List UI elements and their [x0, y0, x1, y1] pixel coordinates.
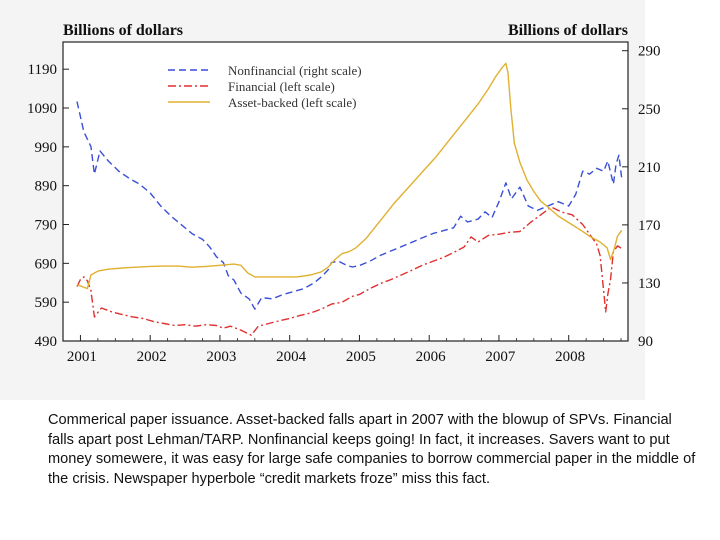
x-tick-label: 2005: [346, 349, 376, 365]
x-tick-label: 2001: [67, 349, 97, 365]
right-tick-label: 130: [638, 276, 661, 292]
chart-svg: Billions of dollars Billions of dollars 49…: [0, 0, 720, 400]
x-tick-label: 2006: [416, 349, 447, 365]
left-tick-label: 490: [35, 334, 58, 350]
left-tick-label: 990: [35, 140, 58, 156]
left-tick-label: 890: [35, 179, 58, 195]
right-tick-label: 250: [638, 102, 661, 118]
left-tick-label: 790: [35, 218, 58, 234]
chart-caption: Commerical paper issuance. Asset-backed …: [48, 411, 698, 490]
legend-label-0: Nonfinancial (right scale): [228, 63, 362, 78]
right-tick-label: 90: [638, 334, 653, 350]
x-tick-label: 2003: [206, 349, 236, 365]
x-tick-label: 2007: [485, 349, 516, 365]
x-tick-label: 2002: [137, 349, 167, 365]
legend-label-1: Financial (left scale): [228, 79, 335, 94]
left-tick-label: 690: [35, 256, 58, 272]
right-tick-label: 170: [638, 218, 661, 234]
left-tick-label: 1090: [27, 101, 57, 117]
left-tick-label: 590: [35, 295, 58, 311]
left-tick-label: 1190: [28, 62, 57, 78]
x-tick-label: 2004: [276, 349, 307, 365]
chart: Billions of dollars Billions of dollars 49…: [0, 0, 720, 400]
legend-label-2: Asset-backed (left scale): [228, 95, 357, 110]
x-tick-label: 2008: [555, 349, 585, 365]
right-tick-label: 290: [638, 44, 661, 60]
right-tick-label: 210: [638, 160, 661, 176]
right-axis-title: Billions of dollars: [508, 22, 628, 39]
left-axis-title: Billions of dollars: [63, 22, 183, 39]
plot-frame: [63, 42, 628, 341]
